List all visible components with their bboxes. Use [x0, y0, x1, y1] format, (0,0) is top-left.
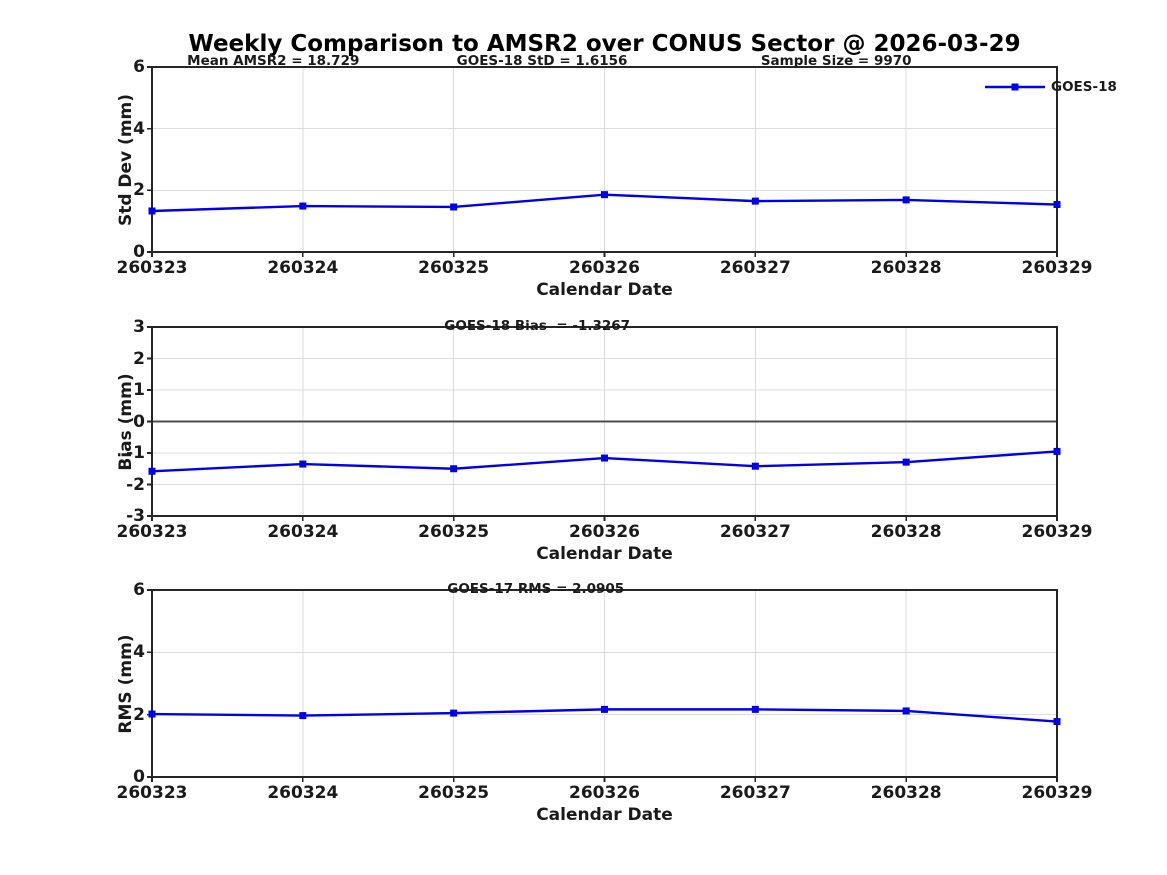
annotation-text: Sample Size = 9970 [760, 53, 912, 69]
y-tick-label: 0 [133, 242, 145, 262]
x-tick-label: 260329 [1021, 522, 1093, 542]
y-tick-label: 1 [133, 380, 145, 400]
annotation-text: Mean AMSR2 = 18.729 [187, 53, 360, 69]
y-tick-label: 6 [133, 57, 145, 77]
x-tick-label: 260328 [870, 258, 942, 278]
x-tick-label: 260323 [116, 522, 188, 542]
x-tick-label: 260324 [267, 783, 339, 803]
x-tick-label: 260329 [1021, 783, 1093, 803]
y-axis-label: Std Dev (mm) [116, 93, 136, 226]
x-tick-label: 260325 [418, 258, 490, 278]
x-tick-label: 260327 [719, 522, 791, 542]
y-tick-label: -3 [126, 506, 145, 526]
x-tick-label: 260324 [267, 522, 339, 542]
data-point-marker [601, 454, 608, 462]
x-tick-label: 260324 [267, 258, 339, 278]
x-tick-label: 260329 [1021, 258, 1093, 278]
y-tick-label: 2 [133, 704, 145, 725]
data-point-marker [751, 197, 759, 205]
y-tick-label: 2 [133, 348, 145, 369]
y-tick-label: 3 [133, 317, 145, 337]
legend-label: GOES-18 [1051, 79, 1117, 95]
axes-box [151, 66, 1058, 253]
x-tick-label: 260328 [870, 783, 942, 803]
axes-box [151, 326, 1058, 517]
data-point-marker [148, 710, 156, 718]
x-axis-label: Calendar Date [536, 544, 673, 564]
axes-box [151, 589, 1058, 778]
y-axis-label: RMS (mm) [116, 633, 136, 734]
data-point-marker [299, 712, 307, 720]
data-point-marker [450, 465, 458, 473]
y-axis-label: Bias (mm) [116, 372, 136, 471]
data-point-marker [751, 462, 759, 470]
data-point-marker [601, 191, 608, 199]
data-point-marker [450, 709, 458, 717]
data-point-marker [1053, 201, 1061, 209]
data-point-marker [299, 460, 307, 468]
x-tick-label: 260327 [719, 258, 791, 278]
y-tick-label: -2 [126, 474, 145, 495]
x-tick-label: 260323 [116, 258, 188, 278]
data-point-marker [1053, 447, 1061, 455]
x-tick-label: 260326 [569, 783, 640, 803]
data-point-marker [148, 467, 156, 475]
annotation-text: GOES-18 StD = 1.6156 [456, 53, 628, 69]
x-tick-label: 260328 [870, 522, 942, 542]
x-axis-label: Calendar Date [536, 280, 673, 300]
data-point-marker [902, 458, 910, 466]
data-point-marker [902, 196, 910, 204]
y-tick-label: 0 [133, 767, 145, 787]
data-point-marker [902, 707, 910, 715]
y-tick-label: 6 [133, 580, 145, 600]
x-tick-label: 260323 [116, 783, 188, 803]
legend-marker [1011, 83, 1019, 91]
y-tick-label: -1 [126, 443, 145, 463]
annotation-text: GOES-17 RMS = 2.0905 [447, 581, 625, 597]
x-axis-label: Calendar Date [536, 805, 673, 825]
data-point-marker [751, 705, 759, 713]
y-tick-label: 4 [133, 642, 145, 663]
data-point-marker [1053, 718, 1061, 726]
annotation-text: GOES-18 Bias = -1.3267 [444, 318, 631, 334]
figure-title: Weekly Comparison to AMSR2 over CONUS Se… [188, 31, 1021, 57]
x-tick-label: 260326 [569, 522, 640, 542]
x-tick-label: 260325 [418, 783, 490, 803]
x-tick-label: 260326 [569, 258, 640, 278]
y-tick-label: 0 [133, 411, 145, 432]
y-tick-label: 2 [133, 180, 145, 201]
data-point-marker [299, 202, 307, 210]
data-point-marker [450, 203, 458, 211]
data-point-marker [601, 705, 608, 713]
x-tick-label: 260327 [719, 783, 791, 803]
x-tick-label: 260325 [418, 522, 490, 542]
data-point-marker [148, 207, 156, 215]
y-tick-label: 4 [133, 118, 145, 139]
